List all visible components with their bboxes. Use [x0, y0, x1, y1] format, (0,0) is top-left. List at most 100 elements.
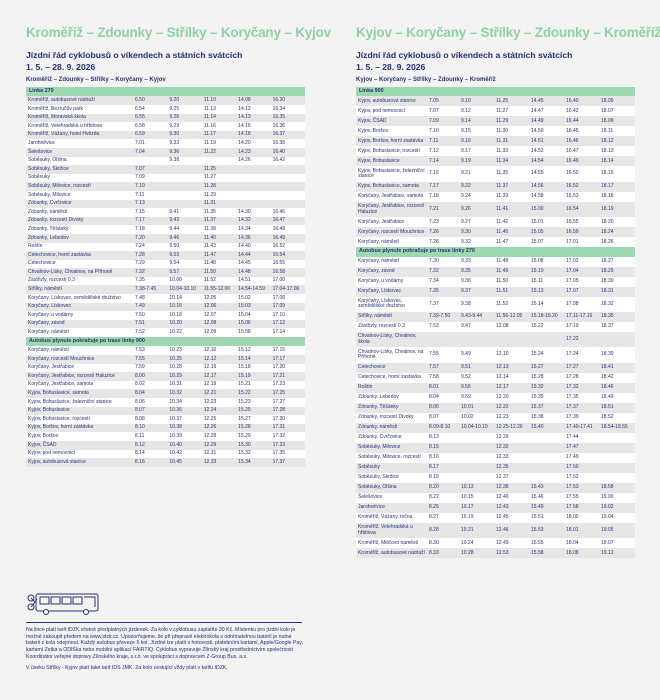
departure-time: 18.11 — [599, 126, 635, 137]
table-row: Koryčany, rozcestí Mouchnice 7.26 9.30 11.4… — [356, 227, 635, 238]
stop-name: Koryčany, u vodárny — [356, 276, 427, 287]
departure-time: 7.05 — [427, 96, 459, 107]
departure-time: 9.22 — [459, 181, 494, 192]
stop-name: Zdounky, Lebedov — [26, 233, 133, 243]
departure-time: 11.27 — [494, 106, 529, 117]
departure-time: 9.47 — [459, 322, 494, 333]
stop-name: Roštín — [26, 242, 133, 252]
departure-time: 8.13 — [427, 432, 459, 443]
route-heading: Kyjov – Koryčany – Střílky – Zdounky – K… — [356, 77, 496, 83]
departure-time: 18.04 — [564, 538, 599, 549]
table-row: Cetechovice 7.57 9.51 12.13 15.27 17.27 18.41 — [356, 362, 635, 373]
stop-name: Kyjov, Bohuslavice — [356, 156, 427, 167]
departure-time: 18.14 — [599, 156, 635, 167]
departure-time: 10.17 — [459, 502, 494, 513]
table-row: Koryčany, náměstí 7.53 10.23 12.10 15.12 17.1… — [26, 346, 305, 356]
departure-time: 17.44 — [564, 432, 599, 443]
table-row: Cetechovice, horní zastávka 7.58 9.52 12.14… — [356, 372, 635, 383]
departure-time: 7.24 — [133, 242, 168, 252]
departure-time: 18.12 — [599, 136, 635, 147]
departure-time: 7.49 — [133, 302, 168, 312]
departure-time: 12.40 — [494, 492, 529, 503]
departure-time — [459, 462, 494, 473]
departure-time: 15.32 — [529, 382, 564, 393]
departure-time: 9.37 — [459, 286, 494, 297]
departure-time: 15.40 — [529, 422, 564, 433]
departure-time: 9.51 — [459, 362, 494, 373]
departure-time: 10.31 — [167, 380, 202, 390]
departure-time: 14.13 — [236, 113, 271, 123]
table-row: Cetechovice 7.29 9.54 11.48 14.45 16.55 — [26, 259, 305, 269]
departure-time: 11.50 — [201, 268, 237, 277]
departure-time: 9.59 — [459, 392, 494, 403]
table-row: Jarohněvice 7.01 9.33 11.19 14.20 16.38 — [26, 139, 305, 148]
departure-time: 8.06 — [133, 398, 168, 407]
departure-time: 12.49 — [494, 538, 529, 549]
departure-time: 18.26 — [599, 237, 635, 248]
departure-time: 17.31 — [270, 423, 305, 433]
section-label: Linka 270 — [26, 87, 305, 97]
departure-time: 15.00 — [529, 201, 564, 218]
departure-time: 11.41 — [494, 201, 529, 218]
departure-time: 14.30 — [236, 208, 271, 217]
stop-name: Střílky, náměstí — [356, 312, 427, 323]
departure-time: 10.25 — [167, 355, 202, 364]
departure-time: 15.34 — [236, 458, 271, 467]
departure-time: 9.50 — [167, 242, 202, 252]
page-title: Kroměříž – Zdounky – Střílky – Koryčany … — [26, 25, 331, 40]
departure-time: 9.14 — [459, 116, 494, 127]
departure-time: 10.01 — [459, 402, 494, 413]
stop-name: Koryčany, Lískovec, zemědělské družstvo — [356, 296, 427, 313]
table-row: Střílky, náměstí 7.39-7.50 9.43-9.44 11.56-… — [356, 312, 635, 323]
table-row: Roštín 7.24 9.50 11.43 14.40 16.52 — [26, 242, 305, 252]
departure-time: 17.35 — [270, 449, 305, 459]
departure-time: 16.35 — [270, 113, 305, 123]
departure-time: 18.20 — [599, 217, 635, 228]
table-row: Kroměříž, autobusové nádraží 6.50 9.20 11.1… — [26, 96, 305, 105]
departure-time: 9.46 — [167, 233, 202, 243]
departure-time: 16.55 — [564, 217, 599, 228]
stop-name: Koryčany, u vodárny — [26, 311, 133, 320]
departure-time: 8.12 — [133, 440, 168, 450]
departure-time: 8.02 — [133, 380, 168, 390]
stop-name: Střílky, náměstí — [26, 285, 133, 295]
departure-time: 7.13 — [133, 199, 168, 209]
departure-time: 15.27 — [529, 362, 564, 373]
departure-time: 11.13 — [201, 105, 237, 114]
departure-time: 8.19 — [427, 472, 459, 483]
departure-time: 15.22 — [236, 389, 271, 398]
table-row: Soběsuky, Milovice, rozcestí 8.16 12.33 17.… — [356, 452, 635, 463]
table-row: Soběsuky, Olšina 8.20 10.13 12.38 15.43 17.53… — [356, 482, 635, 493]
departure-time: 9.54 — [167, 259, 202, 269]
stop-name: Šelešovice — [26, 147, 133, 157]
stop-name: Koryčany, závod — [26, 319, 133, 329]
stop-name: Soběsuky — [26, 173, 133, 183]
stop-name: Kyjov, Bohuslavice, samota — [26, 389, 133, 398]
departure-time: 8.11 — [133, 432, 168, 441]
departure-time — [599, 332, 635, 348]
departure-time: 10.28 — [459, 548, 494, 559]
departure-time — [459, 472, 494, 483]
table-row: Zdounky, rozcestí Divoky 7.17 9.43 11.37 14.… — [26, 216, 305, 226]
table-row: Zdounky, Lebedov 8.04 9.59 12.20 15.35 17.35 1… — [356, 392, 635, 403]
departure-time: 7.16 — [427, 166, 459, 182]
stop-name: Koryčany, rozcestí Mouchnice — [356, 227, 427, 238]
table-row: Kyjov, pod nemocnicí 8.14 10.42 12.31 15.32 1… — [26, 449, 305, 459]
departure-time: 18.29 — [599, 266, 635, 277]
stop-name: Kyjov, Bohuslavice, rozcestí — [356, 146, 427, 157]
departure-time: 11.27 — [201, 173, 237, 183]
tariff-note: Na lince platí tarif IDZK včetně předpla… — [26, 627, 304, 660]
table-row: Kyjov, Bohuslavice, železniční stanice 8.… — [26, 398, 305, 407]
departure-time: 7.39-7.50 — [427, 312, 459, 323]
table-row: Kroměříž, autobusové nádraží 8.33 10.28 12.… — [356, 548, 635, 559]
departure-time: 9.36 — [167, 147, 202, 157]
departure-time: 9.26 — [167, 113, 202, 123]
departure-time: 17.01 — [564, 237, 599, 248]
departure-time: 7.48 — [133, 294, 168, 303]
departure-time: 7.51 — [133, 319, 168, 329]
table-row: Zdounky, rozcestí Divoky 8.07 10.02 12.23 15… — [356, 412, 635, 423]
departure-time: 12.10 — [201, 346, 237, 356]
departure-time — [529, 432, 564, 443]
departure-time: 12.25-12.26 — [494, 422, 529, 433]
departure-time: 10.40 — [167, 440, 202, 450]
